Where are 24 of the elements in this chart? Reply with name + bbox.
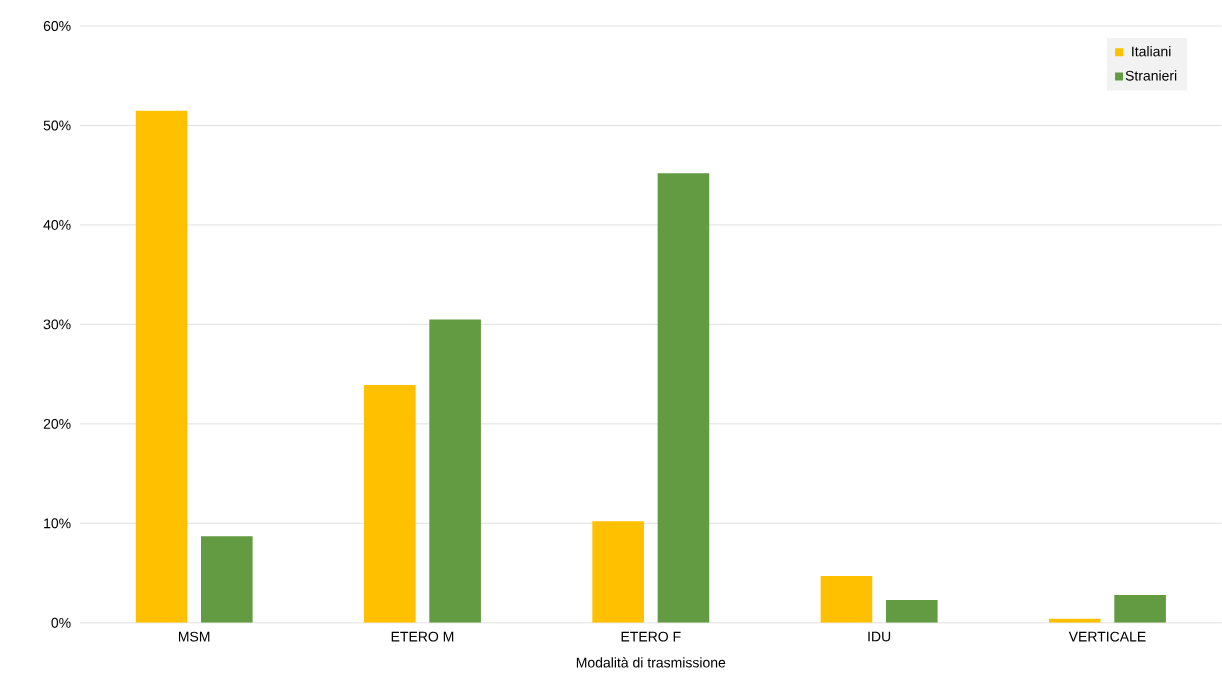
legend-label: Stranieri <box>1125 70 1177 81</box>
y-tick-label: 50% <box>43 120 71 131</box>
bar <box>885 600 938 623</box>
bar <box>429 319 481 623</box>
y-tick-label: 20% <box>43 419 71 429</box>
x-tick-label: ETERO M <box>391 631 454 642</box>
x-tick-label: ETERO F <box>621 631 681 642</box>
bar <box>657 173 710 623</box>
legend-label: Italiani <box>1132 46 1171 57</box>
x-tick-label: IDU <box>868 631 891 642</box>
y-tick-label: 60% <box>43 21 71 32</box>
y-tick-label: 10% <box>44 518 71 529</box>
bar <box>592 521 644 623</box>
bar <box>200 536 253 623</box>
y-tick-label: 0% <box>51 617 71 628</box>
x-axis-title: Modalità di trasmissione <box>576 657 726 668</box>
y-tick-label: 30% <box>43 319 71 330</box>
bar <box>135 110 188 623</box>
bar <box>820 576 873 623</box>
x-tick-label: VERTICALE <box>1068 631 1146 642</box>
bar <box>364 385 416 623</box>
y-tick-label: 40% <box>43 220 71 230</box>
bar <box>1114 595 1166 623</box>
x-tick-label: MSM <box>178 631 210 642</box>
